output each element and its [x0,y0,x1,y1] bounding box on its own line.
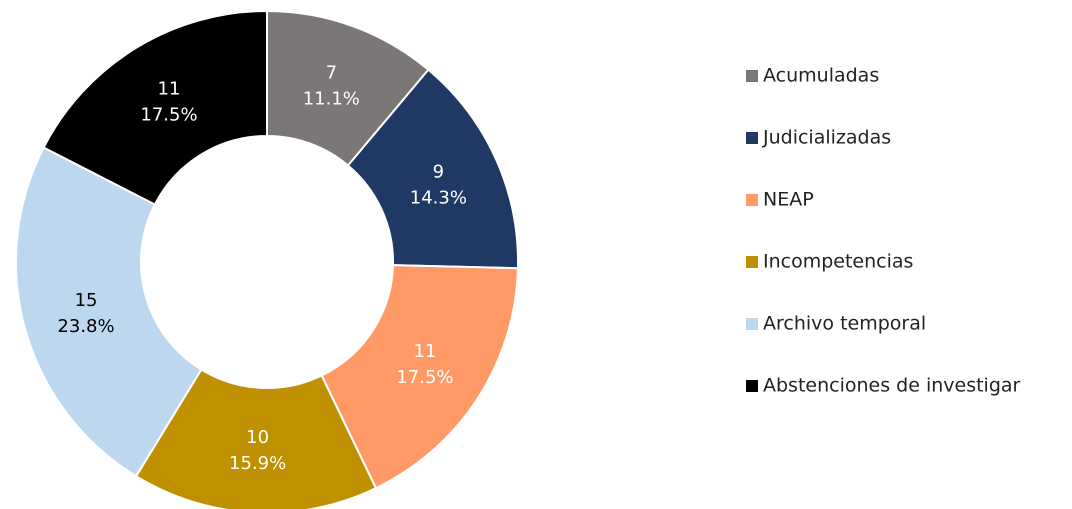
donut-slice [346,68,519,270]
slice-percent-label: 17.5% [140,105,197,126]
legend-swatch [746,132,758,144]
legend-label: Archivo temporal [763,313,926,335]
legend-label: Judicializadas [762,127,891,149]
donut-slice [320,264,519,490]
slice-value-label: 11 [413,341,436,362]
donut-slice [134,368,378,509]
legend-swatch [746,256,758,268]
slice-value-label: 9 [433,162,444,183]
legend-swatch [746,380,758,392]
slice-percent-label: 15.9% [229,453,286,474]
legend-label: Acumuladas [763,65,879,87]
slice-value-label: 10 [246,427,269,448]
legend-label: Abstenciones de investigar [763,375,1021,397]
legend-swatch [746,70,758,82]
slice-value-label: 15 [75,290,98,311]
legend-label: NEAP [763,189,814,211]
slice-percent-label: 23.8% [57,316,114,337]
slice-percent-label: 14.3% [410,188,467,209]
donut-slice [42,9,268,206]
slice-percent-label: 11.1% [303,88,360,109]
slice-value-label: 7 [326,62,337,83]
legend-swatch [746,194,758,206]
legend-label: Incompetencias [763,251,913,273]
legend-swatch [746,318,758,330]
slice-percent-label: 17.5% [396,367,453,388]
slice-value-label: 11 [158,79,181,100]
donut-slice [15,146,203,478]
